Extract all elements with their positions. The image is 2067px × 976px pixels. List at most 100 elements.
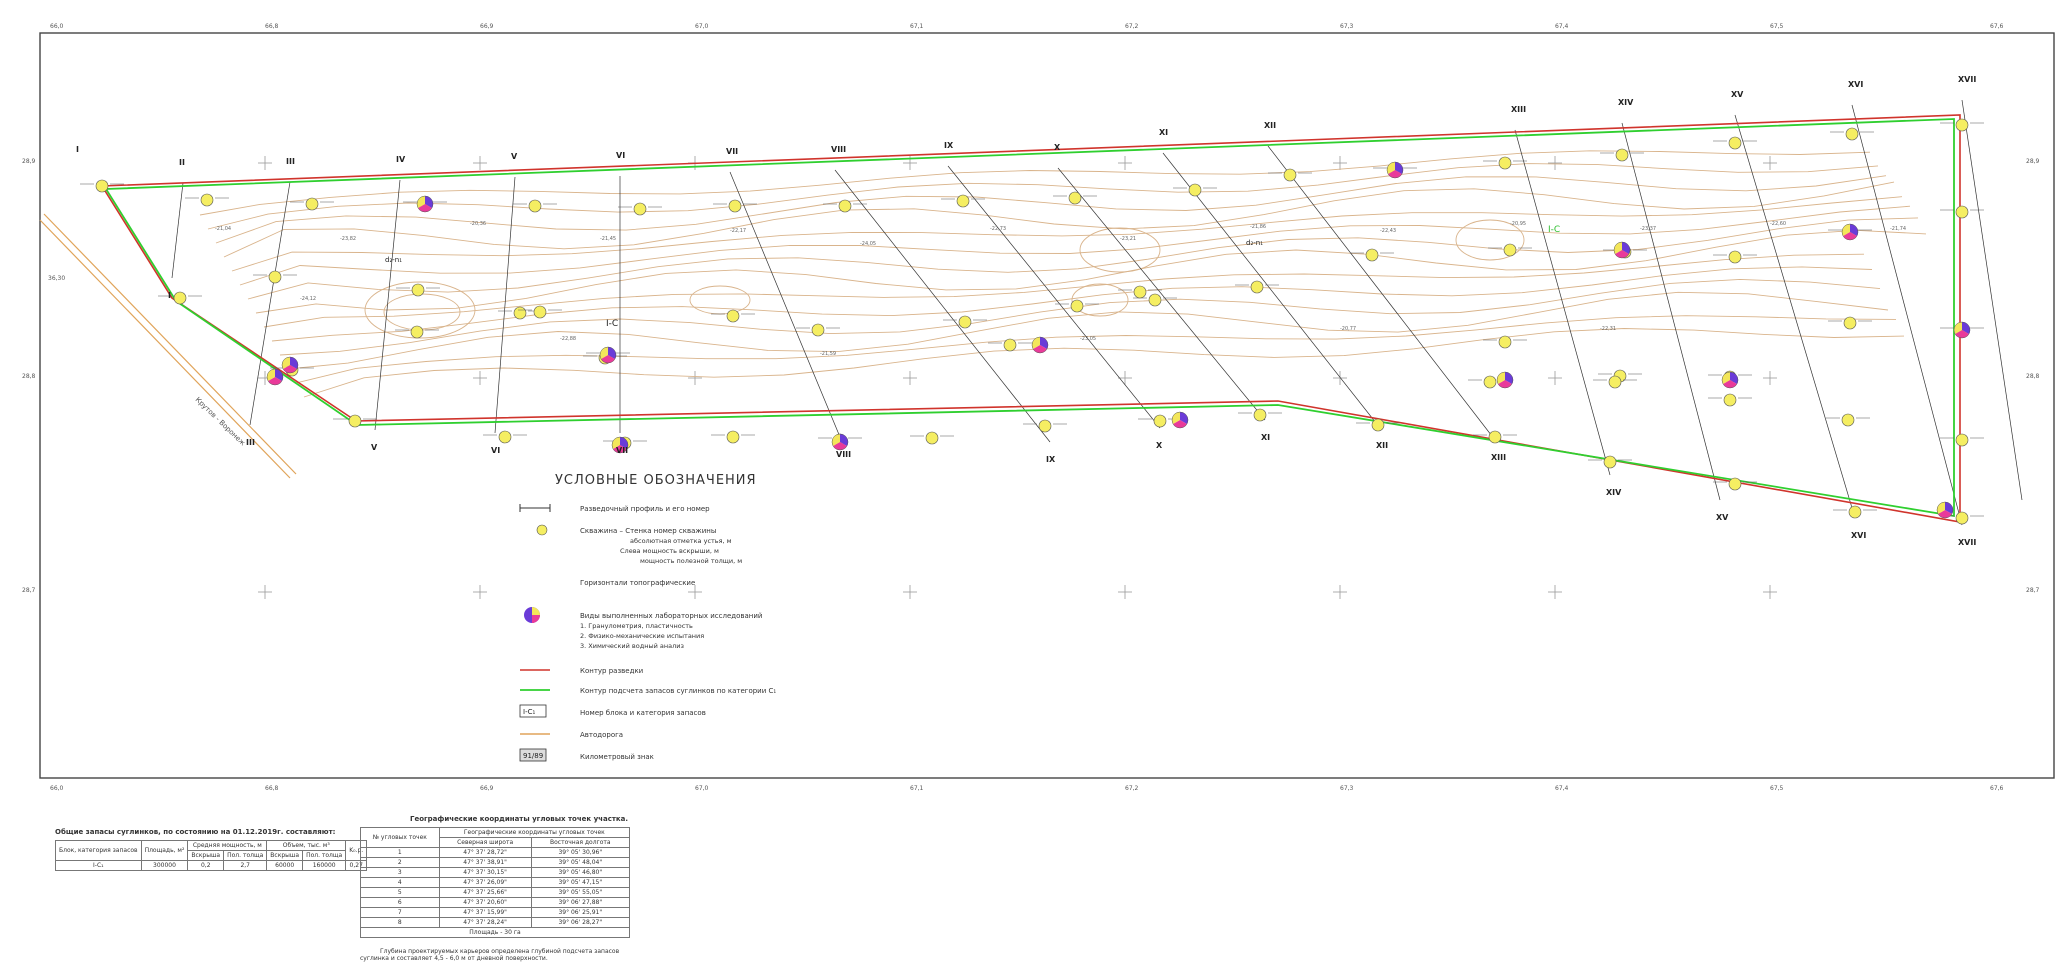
legend-text: Километровый знак xyxy=(580,753,654,761)
bottom-coord: 66,9 xyxy=(480,785,494,792)
legend-text: 3. Химический водный анализ xyxy=(580,642,684,650)
elevation-label: -23,82 xyxy=(340,236,356,242)
legend-title: УСЛОВНЫЕ ОБОЗНАЧЕНИЯ xyxy=(555,473,757,488)
legend-text: Скважина – Стенка номер скважины xyxy=(580,527,716,535)
legend-text: Слева мощность вскрыши, м xyxy=(620,547,719,555)
profile-label: XIII xyxy=(1491,453,1506,462)
elevation-label: -20,95 xyxy=(1510,221,1526,227)
cell-north: 47° 37' 28,72" xyxy=(438,847,532,858)
top-coord: 66,9 xyxy=(480,23,494,30)
legend-text: 2. Физико-механические испытания xyxy=(580,632,704,640)
well-marker xyxy=(633,202,647,216)
well-marker xyxy=(1723,393,1737,407)
cell-east: 39° 06' 27,88" xyxy=(530,897,631,908)
top-coordinate-labels: 66,0 66,8 66,9 67,0 67,1 67,2 67,3 67,4 67,5 67,6 xyxy=(50,23,2004,30)
profile-labels-top: III III IV V VI VII VIII IX XXIXIIXIIIXIVXVXVIXV… xyxy=(76,75,1976,167)
legend-text: Контур разведки xyxy=(580,667,643,675)
bottom-coord: 67,1 xyxy=(910,785,924,792)
well-marker xyxy=(1498,335,1512,349)
well-icon xyxy=(536,524,548,536)
lab-pie-icon xyxy=(1496,371,1514,389)
well-marker xyxy=(95,179,109,193)
survey-profile-lines xyxy=(171,99,2023,526)
reserves-table: Блок, категория запасов Площадь, м² Сред… xyxy=(55,840,368,871)
th-geo-coords: Географические координаты угловых точек xyxy=(438,827,631,838)
profile-label: V xyxy=(371,443,378,452)
well-marker xyxy=(1955,118,1969,132)
profile-label: VI xyxy=(491,446,500,455)
th-volume: Объем, тыс. м³ xyxy=(266,840,347,851)
profile-label: VII xyxy=(616,446,628,455)
th-block: Блок, категория запасов xyxy=(55,840,142,861)
lab-pie-icon xyxy=(266,368,284,386)
well-marker xyxy=(1955,205,1969,219)
bottom-coord: 66,0 xyxy=(50,785,64,792)
th-useful-1: Пол. толща xyxy=(223,850,268,861)
cell-north: 47° 37' 38,91" xyxy=(438,857,532,868)
cell-north: 47° 37' 26,09" xyxy=(438,877,532,888)
top-coord: 67,6 xyxy=(1990,23,2004,30)
lab-pie-icon xyxy=(281,356,299,374)
profile-label: IX xyxy=(944,141,954,150)
legend-text: Виды выполненных лабораторных исследован… xyxy=(580,612,762,620)
profile-label: VIII xyxy=(836,450,851,459)
elevation-label: -21,74 xyxy=(1890,226,1906,232)
profile-label: XVI xyxy=(1848,80,1863,89)
th-thickness: Средняя мощность, м xyxy=(187,840,268,851)
lab-pie-icon xyxy=(1936,501,1954,519)
well-marker xyxy=(528,199,542,213)
well-marker xyxy=(411,283,425,297)
lab-pie-icon xyxy=(1953,321,1971,339)
profile-label: XI xyxy=(1159,128,1168,137)
well-marker xyxy=(838,199,852,213)
cell-point: 2 xyxy=(360,857,440,868)
th-area: Площадь, м² xyxy=(140,840,189,861)
well-marker xyxy=(1841,413,1855,427)
table-row: 4 47° 37' 26,09" 39° 05' 47,15" xyxy=(360,877,631,888)
elevation-label: -21,86 xyxy=(1250,224,1266,230)
legend-text: Номер блока и категория запасов xyxy=(580,709,706,717)
footnote-line-2: суглинка и составляет 4,5 - 6,0 м от дне… xyxy=(360,955,548,962)
elevation-label: -23,37 xyxy=(1640,226,1656,232)
cell-useful-volume: 160000 xyxy=(302,860,347,871)
table-row: 6 47° 37' 20,60" 39° 06' 27,88" xyxy=(360,897,631,908)
well-marker xyxy=(1371,418,1385,432)
table-row: 3 47° 37' 30,15" 39° 05' 46,80" xyxy=(360,867,631,878)
elevation-label: -22,43 xyxy=(1380,228,1396,234)
elevation-label: -20,36 xyxy=(470,221,486,227)
cell-east: 39° 05' 55,05" xyxy=(530,887,631,898)
lab-pie-icon xyxy=(611,436,629,454)
legend-code: 91/89 xyxy=(523,752,543,760)
cell-east: 39° 05' 47,15" xyxy=(530,877,631,888)
profile-label: VI xyxy=(616,151,625,160)
cell-area: 300000 xyxy=(140,860,189,871)
well-marker xyxy=(533,305,547,319)
legend-text: мощность полезной толщи, м xyxy=(640,557,742,565)
well-marker xyxy=(1365,248,1379,262)
profile-label: XVII xyxy=(1958,538,1976,547)
footnote-line-1: Глубина проектируемых карьеров определен… xyxy=(380,948,620,955)
th-north: Северная широта xyxy=(438,837,532,848)
well-marker xyxy=(1483,375,1497,389)
cell-north: 47° 37' 15,99" xyxy=(438,907,532,918)
map-frame xyxy=(39,32,2055,779)
cell-north: 47° 37' 30,15" xyxy=(438,867,532,878)
elevation-label: -22,73 xyxy=(990,226,1006,232)
well-marker xyxy=(1250,280,1264,294)
lab-pie-icon xyxy=(1721,371,1739,389)
well-marker xyxy=(1253,408,1267,422)
cell-point: 1 xyxy=(360,847,440,858)
table-row: 7 47° 37' 15,99" 39° 06' 25,91" xyxy=(360,907,631,918)
cell-north: 47° 37' 28,24" xyxy=(438,917,532,928)
cell-point: 3 xyxy=(360,867,440,878)
well-marker xyxy=(925,431,939,445)
top-coord: 67,1 xyxy=(910,23,924,30)
table-row: 1 47° 37' 28,72" 39° 05' 30,96" xyxy=(360,847,631,858)
well-marker xyxy=(726,430,740,444)
well-marker xyxy=(1615,148,1629,162)
coordinates-table: № угловых точек Географические координат… xyxy=(360,827,631,938)
profile-label: XVII xyxy=(1958,75,1976,84)
top-coord: 67,0 xyxy=(695,23,709,30)
well-marker xyxy=(1603,455,1617,469)
